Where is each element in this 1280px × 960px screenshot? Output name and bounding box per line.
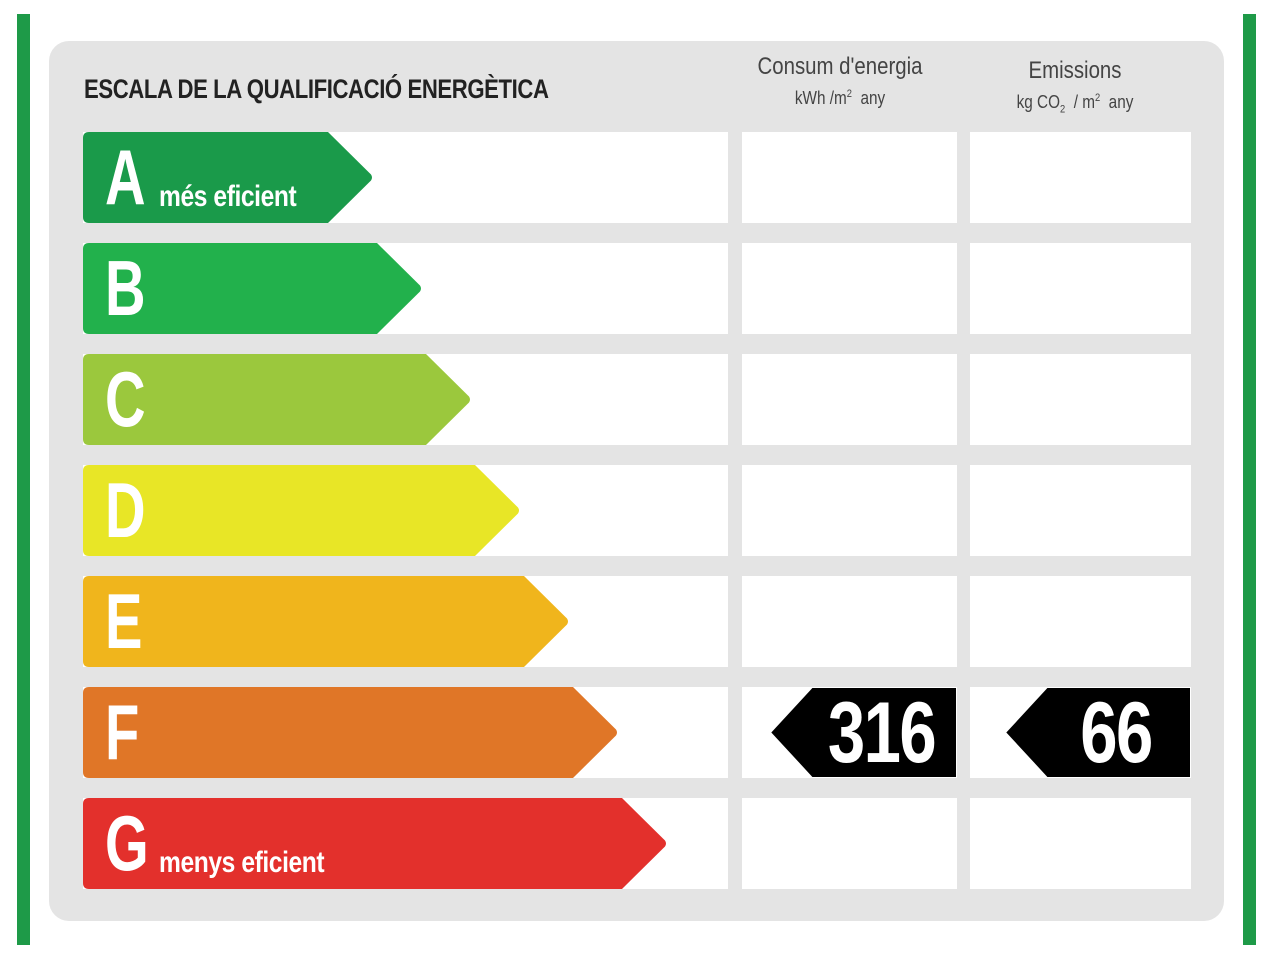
grade-arrow-e: E (83, 576, 569, 667)
emissions-cell-a (970, 132, 1191, 223)
emissions-rating-badge-shape (1005, 687, 1191, 778)
energy-rating-badge: 316 (770, 685, 957, 781)
emissions-unit-exponent: 2 (1094, 92, 1101, 104)
energy-cell-d (742, 465, 957, 556)
emissions-unit-mid: / m (1073, 92, 1095, 112)
grade-label-a: més eficient (159, 180, 297, 213)
emissions-unit-prefix: kg CO (1016, 92, 1060, 112)
emissions-column-unit: kg CO2 / m2 any (982, 85, 1169, 123)
grade-arrow-fill-g (83, 798, 666, 889)
grade-arrow-fill-e (83, 576, 568, 667)
energy-unit-exponent: 2 (846, 88, 852, 100)
grade-arrow-shape-f (83, 687, 617, 778)
energy-cell-a (742, 132, 957, 223)
energy-unit-prefix: kWh /m (794, 88, 847, 108)
emissions-unit-subscript: 2 (1059, 103, 1066, 116)
grade-arrow-c: C (83, 354, 471, 445)
emissions-cell-g (970, 798, 1191, 889)
grade-arrow-shape-c (83, 354, 470, 445)
emissions-rating-badge-fill (1005, 687, 1191, 778)
energy-column-label: Consum d'energia (757, 53, 923, 80)
grade-arrow-fill-f (83, 687, 617, 778)
energy-rating-badge-fill (770, 687, 957, 778)
left-border-bar (17, 14, 30, 945)
grade-label-g: menys eficient (159, 846, 325, 879)
energy-rating-badge-value: 316 (827, 685, 937, 781)
energy-column-unit: kWh /m2 any (747, 81, 934, 111)
emissions-rating-badge: 66 (1005, 685, 1191, 781)
grade-arrow-shape-g (83, 798, 666, 889)
grade-letter-g: G (105, 799, 149, 887)
grade-arrow-fill-b (83, 243, 421, 334)
emissions-unit-suffix: any (1108, 92, 1134, 112)
grade-letter-f: F (105, 688, 140, 776)
grade-arrow-shape-a (83, 132, 372, 223)
grade-letter-d: D (105, 466, 146, 554)
right-border-bar (1243, 14, 1256, 945)
energy-cell-g (742, 798, 957, 889)
emissions-rating-badge-value: 66 (1080, 685, 1153, 781)
grade-letter-b: B (105, 244, 146, 332)
grade-letter-c: C (105, 355, 146, 443)
emissions-cell-d (970, 465, 1191, 556)
energy-cell-e (742, 576, 957, 667)
energy-cell-c (742, 354, 957, 445)
scale-title: ESCALA DE LA QUALIFICACIÓ ENERGÈTICA (84, 74, 549, 104)
emissions-column-label: Emissions (1028, 57, 1122, 84)
emissions-cell-e (970, 576, 1191, 667)
grade-arrow-fill-c (83, 354, 470, 445)
energy-column-header: Consum d'energia kWh /m2 any (747, 53, 934, 111)
grade-arrow-d: D (83, 465, 520, 556)
grade-arrow-b: B (83, 243, 422, 334)
grade-arrow-f: F (83, 687, 618, 778)
energy-cell-b (742, 243, 957, 334)
grade-arrow-fill-a (83, 132, 372, 223)
grade-letter-e: E (105, 577, 143, 665)
grade-arrow-fill-d (83, 465, 519, 556)
emissions-cell-b (970, 243, 1191, 334)
emissions-column-header: Emissions kg CO2 / m2 any (982, 57, 1169, 123)
grade-arrow-shape-b (83, 243, 421, 334)
energy-unit-suffix: any (860, 88, 886, 108)
emissions-cell-c (970, 354, 1191, 445)
grade-arrow-shape-d (83, 465, 519, 556)
grade-letter-a: A (105, 133, 146, 221)
energy-rating-badge-shape (770, 687, 957, 778)
grade-arrow-shape-e (83, 576, 568, 667)
